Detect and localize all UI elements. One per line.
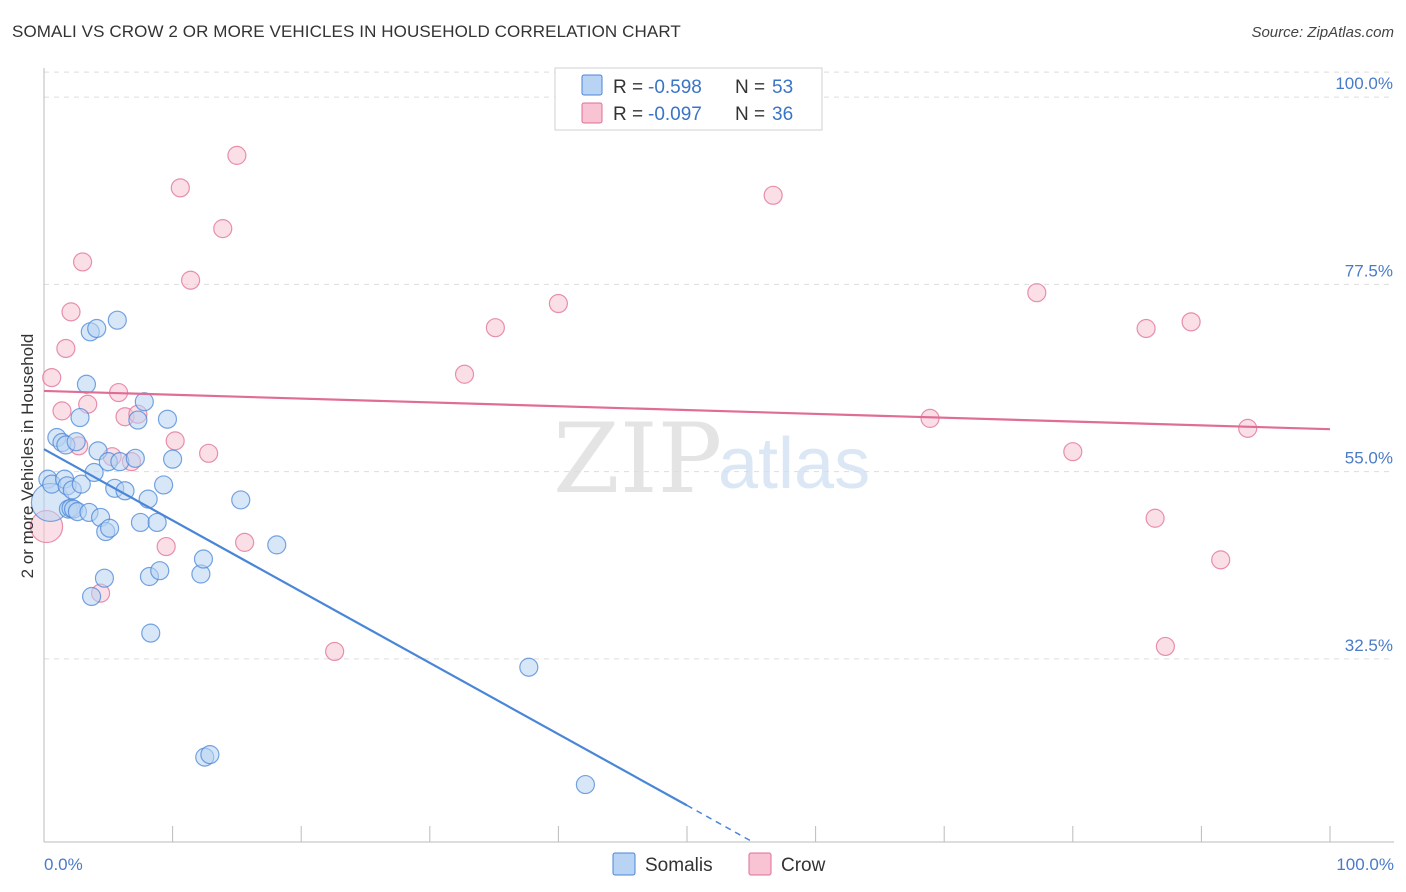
somali-point-38	[141, 623, 161, 643]
legend-n-value-somali: 53	[772, 77, 793, 98]
crow-point-4	[61, 302, 81, 322]
somali-point-48	[231, 490, 251, 510]
crow-point-25	[548, 293, 569, 314]
y-tick-label-0: 32.5%	[1345, 636, 1393, 655]
crow-point-28	[1027, 283, 1047, 303]
crow-point-17	[181, 270, 201, 290]
crow-point-21	[235, 532, 255, 552]
crow-point-18	[199, 443, 219, 463]
crow-point-3	[56, 338, 76, 359]
bottom-legend-label-somalis: Somalis	[645, 855, 713, 876]
somali-point-42	[157, 409, 178, 429]
chart-title: SOMALI VS CROW 2 OR MORE VEHICLES IN HOU…	[12, 22, 681, 41]
somali-point-32	[125, 448, 145, 468]
crow-point-16	[170, 178, 190, 198]
somali-point-27	[99, 518, 120, 538]
legend-r-value-crow: -0.097	[648, 104, 702, 125]
somali-point-39	[147, 512, 167, 533]
legend-r-value-somali: -0.598	[648, 77, 702, 98]
somali-point-14	[70, 407, 90, 428]
series-legend: Somalis Crow	[612, 852, 826, 876]
crow-point-32	[1155, 636, 1175, 657]
somali-points	[30, 310, 596, 795]
crow-point-35	[1238, 418, 1258, 438]
trend-lines	[43, 389, 1331, 842]
crow-point-30	[1136, 318, 1156, 339]
bottom-legend-swatch-crow	[748, 852, 772, 876]
y-tick-label-2: 77.5%	[1345, 261, 1393, 280]
crow-point-31	[1145, 508, 1165, 528]
somali-point-12	[66, 432, 86, 452]
somali-point-30	[110, 452, 130, 472]
crow-point-15	[165, 431, 185, 451]
legend-swatch-crow	[581, 102, 603, 124]
bottom-legend-label-crow: Crow	[781, 855, 826, 876]
y-axis-title: 2 or more Vehicles in Household	[18, 334, 37, 579]
watermark-atlas: atlas	[718, 424, 870, 504]
somali-point-41	[153, 475, 174, 495]
somali-point-15	[71, 474, 91, 494]
somali-point-45	[193, 549, 214, 569]
crow-point-6	[72, 252, 93, 272]
x-axis-ticks	[43, 826, 1331, 842]
legend-swatch-somali	[581, 74, 603, 96]
trend-line-somalis	[43, 448, 688, 807]
somali-point-35	[134, 392, 154, 412]
bottom-legend-swatch-somalis	[612, 852, 636, 876]
legend-n-label-crow: N =	[735, 104, 765, 125]
legend-r-label-somali: R =	[613, 77, 643, 98]
legend-n-label-somali: N =	[735, 77, 765, 98]
crow-point-1	[42, 368, 62, 388]
somali-point-21	[87, 318, 107, 339]
crow-point-22	[325, 641, 345, 662]
somali-point-43	[163, 449, 183, 469]
crow-point-34	[1211, 550, 1231, 570]
somali-point-50	[519, 657, 539, 677]
y-tick-label-3: 100.0%	[1335, 74, 1393, 93]
somali-point-31	[115, 481, 135, 501]
somali-point-36	[138, 489, 158, 509]
y-tick-labels: 32.5% 55.0% 77.5% 100.0%	[1335, 74, 1393, 655]
x-tick-label-max: 100.0%	[1336, 855, 1394, 874]
somali-point-33	[128, 410, 148, 430]
crow-point-14	[156, 536, 176, 557]
crow-point-20	[227, 145, 247, 165]
somali-point-47	[200, 745, 220, 765]
somali-point-34	[130, 512, 151, 533]
crow-point-29	[1063, 442, 1083, 462]
crow-point-33	[1181, 312, 1201, 332]
somali-point-16	[76, 374, 97, 394]
x-tick-label-min: 0.0%	[44, 855, 83, 874]
crow-point-24	[485, 318, 505, 338]
legend-n-value-crow: 36	[772, 104, 793, 125]
somali-point-29	[107, 310, 127, 330]
y-tick-label-1: 55.0%	[1345, 449, 1393, 468]
watermark-zip: ZIP	[553, 403, 722, 515]
crow-point-26	[763, 185, 783, 205]
somali-point-49	[267, 535, 287, 555]
somali-point-40	[150, 561, 170, 581]
crow-point-23	[454, 364, 475, 384]
legend-r-label-crow: R =	[613, 104, 643, 125]
gridlines	[44, 71, 1394, 660]
crow-points	[29, 145, 1258, 662]
crow-point-19	[213, 219, 233, 239]
trend-line-crow	[43, 389, 1331, 431]
trend-line-somalis-extension	[686, 804, 752, 842]
watermark: ZIP atlas	[553, 403, 870, 515]
somali-point-51	[575, 774, 596, 795]
somali-point-24	[94, 568, 115, 588]
source-label: Source: ZipAtlas.com	[1251, 24, 1394, 41]
crow-point-2	[52, 401, 72, 421]
correlation-legend: R = -0.598 N = 53 R = -0.097 N = 36	[554, 67, 823, 131]
somali-point-19	[81, 586, 102, 607]
